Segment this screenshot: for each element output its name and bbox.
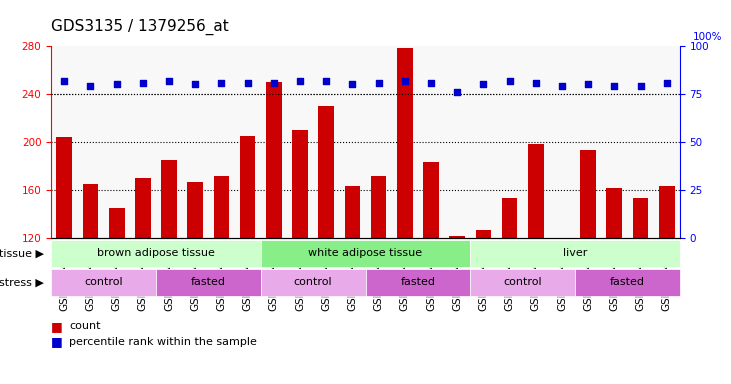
Text: brown adipose tissue: brown adipose tissue: [97, 248, 215, 258]
Text: ■: ■: [51, 320, 63, 333]
Bar: [528, 144, 544, 238]
Point: [451, 89, 463, 95]
Point: [530, 79, 542, 86]
Bar: [476, 230, 491, 238]
Point: [320, 78, 332, 84]
Bar: [659, 187, 675, 238]
Point: [163, 78, 175, 84]
Bar: [371, 175, 387, 238]
Text: liver: liver: [563, 248, 587, 258]
Point: [268, 79, 280, 86]
Text: percentile rank within the sample: percentile rank within the sample: [69, 337, 257, 347]
Point: [425, 79, 437, 86]
Text: stress ▶: stress ▶: [0, 277, 44, 287]
Bar: [554, 238, 570, 240]
Point: [635, 83, 646, 89]
Bar: [580, 151, 596, 238]
Point: [216, 79, 227, 86]
Point: [608, 83, 620, 89]
Bar: [162, 160, 177, 238]
Text: count: count: [69, 321, 101, 331]
Point: [583, 81, 594, 88]
Text: control: control: [294, 277, 333, 287]
Point: [111, 81, 123, 88]
Text: GDS3135 / 1379256_at: GDS3135 / 1379256_at: [51, 18, 229, 35]
Point: [85, 83, 96, 89]
Bar: [607, 188, 622, 238]
Bar: [501, 199, 518, 238]
Text: fasted: fasted: [401, 277, 436, 287]
Text: fasted: fasted: [191, 277, 226, 287]
Bar: [240, 136, 256, 238]
Point: [661, 79, 673, 86]
Text: white adipose tissue: white adipose tissue: [308, 248, 423, 258]
Point: [137, 79, 148, 86]
Point: [556, 83, 568, 89]
Bar: [397, 48, 413, 238]
Bar: [344, 187, 360, 238]
Bar: [266, 82, 281, 238]
Bar: [213, 175, 230, 238]
Text: ■: ■: [51, 335, 63, 348]
Point: [477, 81, 489, 88]
Point: [399, 78, 411, 84]
Point: [58, 78, 70, 84]
Point: [242, 79, 254, 86]
Text: control: control: [84, 277, 123, 287]
Text: tissue ▶: tissue ▶: [0, 248, 44, 258]
Bar: [187, 182, 203, 238]
Point: [373, 79, 385, 86]
Text: control: control: [504, 277, 542, 287]
Point: [294, 78, 306, 84]
Bar: [292, 130, 308, 238]
Bar: [83, 184, 98, 238]
Text: 100%: 100%: [692, 32, 722, 42]
Bar: [450, 236, 465, 238]
Text: fasted: fasted: [610, 277, 645, 287]
Point: [504, 78, 515, 84]
Bar: [633, 199, 648, 238]
Bar: [423, 162, 439, 238]
Bar: [56, 137, 72, 238]
Bar: [135, 178, 151, 238]
Point: [346, 81, 358, 88]
Bar: [109, 208, 124, 238]
Point: [189, 81, 201, 88]
Bar: [319, 106, 334, 238]
